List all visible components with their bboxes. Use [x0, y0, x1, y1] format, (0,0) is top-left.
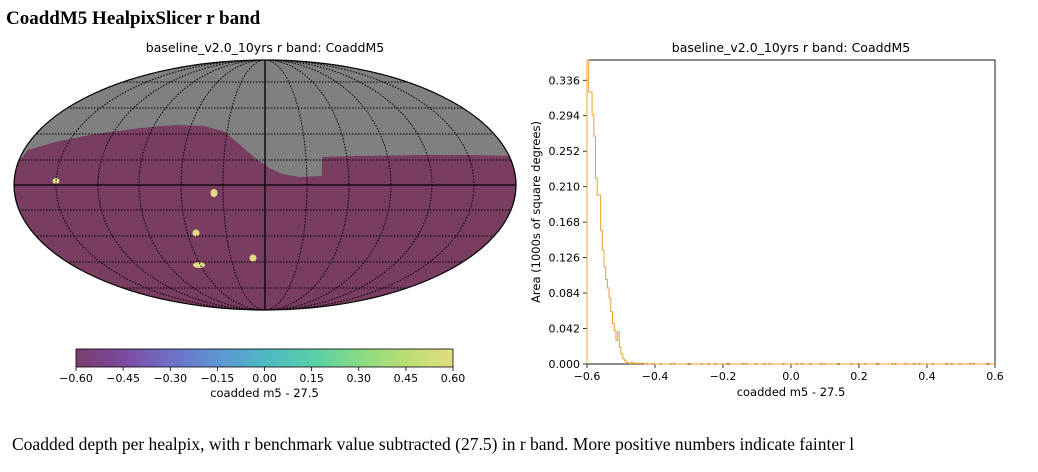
plot-area	[586, 59, 996, 365]
x-tick-label: 0.6	[986, 370, 1004, 383]
y-tick-label: 0.000	[549, 358, 581, 371]
colorbar-tick-label: −0.45	[106, 372, 140, 385]
colorbar-tick-label: 0.45	[394, 372, 419, 385]
y-tick-label: 0.084	[549, 287, 581, 300]
y-tick-label: 0.042	[549, 323, 581, 336]
y-tick-label: 0.294	[549, 110, 581, 123]
histogram-series-line	[586, 59, 995, 365]
colorbar-tick-label: 0.30	[347, 372, 372, 385]
x-axis-label: coadded m5 - 27.5	[737, 385, 846, 399]
colorbar-tick-label: 0.15	[299, 372, 324, 385]
hotspot	[210, 189, 218, 197]
y-tick-label: 0.210	[549, 181, 581, 194]
figure-caption: Coadded depth per healpix, with r benchm…	[12, 434, 855, 454]
x-tick-label: −0.4	[642, 370, 669, 383]
x-tick-label: −0.6	[574, 370, 601, 383]
colorbar-tick-label: −0.60	[59, 372, 93, 385]
y-tick-label: 0.336	[549, 74, 581, 87]
skymap-title: baseline_v2.0_10yrs r band: CoaddM5	[146, 40, 384, 55]
y-tick-label: 0.126	[549, 252, 581, 265]
colorbar: −0.60 −0.45 −0.30 −0.15 0.00 0.15 0.30 0.45 0.60…	[59, 348, 466, 400]
figure: baseline_v2.0_10yrs r band: CoaddM5	[13, 40, 1004, 400]
colorbar-tick-label: −0.30	[153, 372, 187, 385]
colorbar-tick-label: −0.15	[201, 372, 235, 385]
skymap-outline	[13, 59, 517, 311]
x-tick-label: −0.2	[710, 370, 737, 383]
x-tick-label: 0.4	[918, 370, 936, 383]
colorbar-label: coadded m5 - 27.5	[210, 386, 319, 400]
hotspot	[249, 254, 257, 262]
y-axis-label: Area (1000s of square degrees)	[529, 121, 543, 303]
hotspot	[52, 178, 60, 184]
colorbar-gradient	[75, 348, 454, 368]
histogram-chart: baseline_v2.0_10yrs r band: CoaddM5 0.00…	[529, 40, 1004, 399]
colorbar-tick-label: 0.00	[252, 372, 277, 385]
y-tick-label: 0.252	[549, 145, 581, 158]
x-tick-label: 0.2	[850, 370, 868, 383]
hotspot	[193, 262, 205, 268]
hotspot	[192, 229, 200, 237]
page-title: CoaddM5 HealpixSlicer r band	[6, 8, 261, 29]
y-tick-label: 0.168	[549, 216, 581, 229]
x-tick-label: 0.0	[782, 370, 800, 383]
colorbar-tick-label: 0.60	[441, 372, 466, 385]
skymap	[13, 59, 517, 311]
histogram-title: baseline_v2.0_10yrs r band: CoaddM5	[672, 40, 910, 55]
